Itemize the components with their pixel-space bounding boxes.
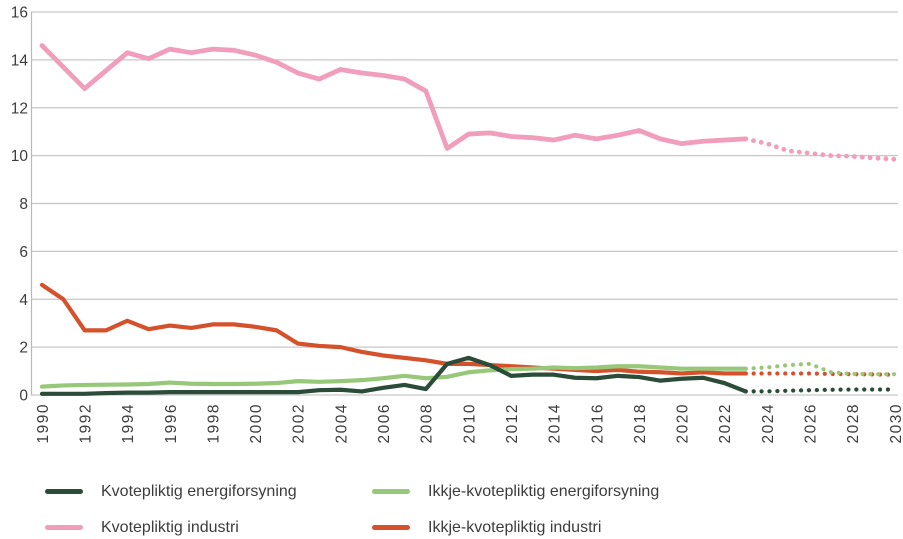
y-tick-label: 0	[19, 388, 28, 405]
legend-label: Ikkje-kvotepliktig energiforsyning	[428, 482, 660, 500]
x-tick-label: 2018	[632, 403, 649, 443]
legend-label: Ikkje-kvotepliktig industri	[428, 518, 602, 536]
x-tick-label: 2014	[547, 403, 564, 443]
series-line	[39, 282, 748, 376]
series-line	[39, 355, 748, 396]
legend-item: Kvotepliktig energiforsyning	[45, 480, 372, 503]
y-tick-label: 14	[11, 52, 29, 69]
series-line	[39, 364, 748, 389]
y-tick-label: 8	[19, 196, 28, 213]
x-tick-label: 2008	[419, 403, 436, 443]
series-projection-line	[743, 387, 898, 394]
x-tick-label: 2000	[248, 403, 265, 443]
x-tick-label: 1992	[77, 403, 94, 443]
y-tick-label: 12	[11, 100, 28, 117]
chart-legend: Kvotepliktig energiforsyning Ikkje-kvotep…	[0, 470, 903, 539]
y-tick-label: 6	[19, 244, 28, 261]
legend-item: Kvotepliktig industri	[45, 516, 372, 539]
x-tick-label: 2004	[333, 403, 350, 443]
x-tick-label: 1994	[120, 403, 137, 443]
x-tick-label: 2010	[461, 403, 478, 443]
legend-label: Kvotepliktig energiforsyning	[101, 482, 297, 500]
y-tick-label: 4	[19, 292, 28, 309]
legend-swatch	[45, 489, 83, 494]
x-tick-label: 2030	[888, 403, 903, 443]
x-tick-label: 2002	[291, 403, 308, 443]
series-projection-line	[743, 361, 898, 377]
series-line	[39, 43, 749, 151]
legend-swatch	[372, 525, 410, 530]
legend-swatch	[45, 525, 83, 530]
x-tick-label: 2022	[717, 403, 734, 443]
y-tick-label: 2	[19, 340, 28, 357]
legend-item: Ikkje-kvotepliktig industri	[372, 516, 903, 539]
x-tick-label: 2026	[803, 403, 820, 443]
legend-swatch	[372, 489, 410, 494]
series-projection-line	[743, 371, 898, 377]
legend-label: Kvotepliktig industri	[101, 518, 239, 536]
y-tick-label: 16	[11, 5, 28, 22]
x-tick-label: 1990	[35, 403, 52, 443]
line-chart: 0 2 4 6 8 10 12 14 16 1990 1992 1994 1996 1998 2000 200…	[11, 5, 903, 444]
x-tick-label: 2016	[589, 403, 606, 443]
x-tick-label: 2020	[675, 403, 692, 443]
x-tick-label: 2012	[504, 403, 521, 443]
x-tick-label: 2006	[376, 403, 393, 443]
series-projection-line	[743, 136, 898, 162]
x-tick-label: 1998	[205, 403, 222, 443]
x-tick-label: 1996	[163, 403, 180, 443]
legend-item: Ikkje-kvotepliktig energiforsyning	[372, 480, 903, 503]
chart-svg: 0 2 4 6 8 10 12 14 16 1990 1992 1994 1996 1998 2000 200…	[11, 5, 903, 444]
y-tick-label: 10	[11, 148, 29, 165]
x-tick-label: 2028	[845, 403, 862, 443]
x-tick-label: 2024	[760, 403, 777, 443]
